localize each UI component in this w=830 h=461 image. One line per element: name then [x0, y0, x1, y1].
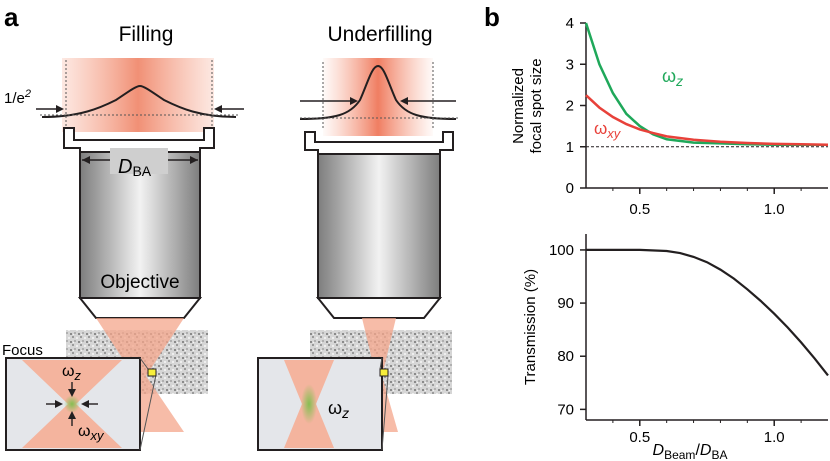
- omega-xy-series-label: ωxy: [594, 119, 622, 141]
- underfilling-inset-connector-bottom: [381, 375, 389, 451]
- objective-label: Objective: [100, 272, 179, 293]
- filling-focus-marker: [147, 368, 157, 377]
- transmission-chart: 70 80 90 100 0.5 1.0: [549, 234, 829, 446]
- omega-z-arrowhead-top: [68, 389, 76, 397]
- panel-b-letter: b: [484, 2, 500, 32]
- aperture-arrowhead-right: [190, 156, 198, 164]
- transmission-xlabel: DBeam/DBA: [653, 442, 728, 461]
- filling-left-arrowhead: [56, 105, 64, 113]
- inset-left-omega-xy-label: ωxy: [78, 423, 105, 443]
- focus-label: Focus: [2, 342, 43, 359]
- transmission-ytick-label: 80: [557, 348, 574, 365]
- spot-size-ytick-label: 4: [566, 15, 574, 32]
- omega-z-series-label: ωz: [662, 66, 683, 89]
- filling-beam: [62, 58, 214, 132]
- underfilling-focus-marker: [379, 368, 389, 377]
- transmission-ylabel: Transmission (%): [522, 269, 539, 385]
- omega-z-arrowhead-bottom: [68, 411, 76, 419]
- spot-size-chart: 0 1 2 3 4 0.5 1.0: [566, 15, 829, 218]
- underfilling-beam: [323, 58, 433, 136]
- filling-focus-inset: [5, 357, 141, 451]
- filling-objective: [63, 127, 215, 319]
- panel-a-letter: a: [4, 2, 19, 32]
- inset-right-omega-z-label: ωz: [328, 398, 349, 421]
- filling-gaussian-profile: [41, 84, 237, 118]
- aperture-label-bg: [110, 148, 168, 174]
- filling-inset-connector-top: [139, 357, 149, 370]
- underfilling-inset-connector-top: [379, 357, 383, 370]
- filling-right-arrowhead: [214, 105, 222, 113]
- spot-size-ytick-label: 3: [566, 56, 574, 73]
- underfilling-title: Underfilling: [327, 23, 432, 46]
- filling-inset-connector-bottom: [139, 374, 157, 451]
- omega-xy-arrowhead-right: [81, 400, 89, 408]
- underfilling-gaussian-profile: [299, 64, 457, 120]
- transmission-ytick-label: 100: [549, 242, 574, 259]
- underfilling-right-arrowhead: [400, 97, 408, 105]
- spot-size-xtick-label: 1.0: [764, 201, 785, 218]
- transmission-curve: [586, 248, 829, 377]
- underfilling-objective: [304, 131, 454, 319]
- transmission-xtick-label: 0.5: [629, 429, 650, 446]
- transmission-ytick-label: 70: [557, 401, 574, 418]
- beam-width-label: 1/e2: [4, 88, 31, 107]
- transmission-ytick-label: 90: [557, 295, 574, 312]
- aperture-arrowhead-left: [82, 156, 90, 164]
- inset-left-omega-z-label: ωz: [62, 363, 82, 383]
- spot-size-xtick-label: 0.5: [629, 201, 650, 218]
- spot-size-ylabel-line1: Normalized: [510, 68, 527, 144]
- underfilling-focus-inset: [257, 357, 383, 451]
- aperture-label: DBA: [118, 156, 152, 179]
- filling-title: Filling: [119, 23, 174, 46]
- spot-size-ytick-label: 1: [566, 139, 574, 156]
- spot-size-ytick-label: 0: [566, 180, 574, 197]
- underfilling-left-arrowhead: [350, 97, 358, 105]
- transmission-xtick-label: 1.0: [764, 429, 785, 446]
- spot-size-ylabel-line2: focal spot size: [528, 58, 545, 153]
- omega-xy-arrowhead-left: [55, 400, 63, 408]
- omega-z-curve: [584, 22, 828, 146]
- omega-xy-curve: [585, 94, 829, 146]
- spot-size-ytick-label: 2: [566, 98, 574, 115]
